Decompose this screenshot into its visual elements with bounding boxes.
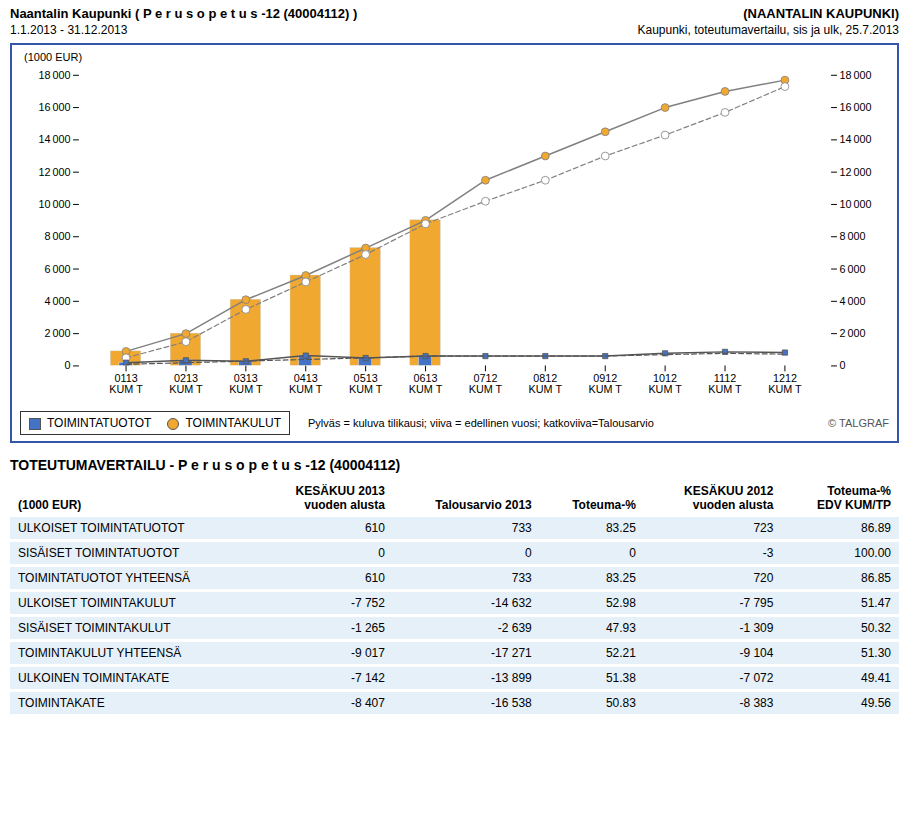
html-text:TOIMINTATUOTOT YHTEENSÄ: TOIMINTATUOTOT YHTEENSÄ — [18, 570, 190, 585]
html-text:TOIMINTAKULUT: TOIMINTAKULUT — [185, 415, 281, 430]
html-text:TOTEUTUMAVERTAILU - P e r u s: TOTEUTUMAVERTAILU - P e r u s o p e t u … — [10, 456, 401, 473]
html-text:50.32: 50.32 — [861, 620, 891, 635]
html-text:83.25: 83.25 — [605, 570, 636, 585]
svg-text:0: 0 — [839, 359, 845, 371]
html-text:-7 142: -7 142 — [350, 670, 385, 685]
svg-text:18 000: 18 000 — [38, 69, 70, 81]
svg-text:18 000: 18 000 — [839, 69, 871, 81]
html-text:49.56: 49.56 — [861, 695, 891, 710]
html-text:610: 610 — [364, 570, 385, 585]
html-text:Toteuma-%: Toteuma-% — [827, 483, 891, 498]
html-text:52.98: 52.98 — [605, 595, 636, 610]
html-text:733: 733 — [511, 520, 532, 535]
svg-text:14 000: 14 000 — [839, 133, 871, 145]
svg-text:4 000: 4 000 — [44, 295, 70, 307]
html-text:720: 720 — [753, 570, 774, 585]
html-text:ULKOISET TOIMINTATUOTOT: ULKOISET TOIMINTATUOTOT — [18, 520, 185, 535]
svg-text:1212KUM T: 1212KUM T — [768, 372, 802, 395]
html-text:(1000 EUR): (1000 EUR) — [24, 51, 83, 63]
html-text:Toteuma-%: Toteuma-% — [572, 497, 636, 512]
svg-text:10 000: 10 000 — [839, 198, 871, 210]
html-text:52.21: 52.21 — [605, 645, 636, 660]
svg-text:6 000: 6 000 — [44, 262, 70, 274]
svg-text:12 000: 12 000 — [38, 166, 70, 178]
svg-text:10 000: 10 000 — [38, 198, 70, 210]
html-text:TOIMINTAKULUT YHTEENSÄ: TOIMINTAKULUT YHTEENSÄ — [18, 645, 182, 660]
svg-text:12 000: 12 000 — [839, 166, 871, 178]
html-text:83.25: 83.25 — [605, 520, 636, 535]
html-text:100.00: 100.00 — [854, 545, 891, 560]
html-text:-7 072: -7 072 — [739, 670, 774, 685]
html-text:ULKOISET TOIMINTAKULUT: ULKOISET TOIMINTAKULUT — [18, 595, 176, 610]
html-text:723: 723 — [753, 520, 774, 535]
html-text:ULKOINEN TOIMINTAKATE: ULKOINEN TOIMINTAKATE — [18, 670, 170, 685]
html-text:86.89: 86.89 — [861, 520, 891, 535]
svg-text:0712KUM T: 0712KUM T — [469, 372, 503, 395]
html-text:(NAANTALIN KAUPUNKI): (NAANTALIN KAUPUNKI) — [743, 6, 899, 21]
html-text:Kaupunki, toteutumavertailu, s: Kaupunki, toteutumavertailu, sis ja ulk,… — [637, 23, 899, 37]
html-text:TOIMINTAKATE: TOIMINTAKATE — [18, 695, 105, 710]
svg-text:0812KUM T: 0812KUM T — [529, 372, 563, 395]
svg-text:2 000: 2 000 — [44, 327, 70, 339]
html-text:vuoden alusta: vuoden alusta — [304, 497, 385, 512]
html-text:-1 309: -1 309 — [739, 620, 774, 635]
html-text:47.93: 47.93 — [605, 620, 636, 635]
html-text:-16 538: -16 538 — [491, 695, 532, 710]
html-text:SISÄISET TOIMINTAKULUT: SISÄISET TOIMINTAKULUT — [18, 620, 171, 635]
svg-text:16 000: 16 000 — [839, 101, 871, 113]
html-text:SISÄISET TOIMINTATUOTOT: SISÄISET TOIMINTATUOTOT — [18, 545, 180, 560]
html-text:0: 0 — [378, 545, 385, 560]
html-text:0: 0 — [525, 545, 532, 560]
html-text:-8 407: -8 407 — [350, 695, 385, 710]
html-text:-7 752: -7 752 — [350, 595, 385, 610]
svg-text:0513KUM T: 0513KUM T — [349, 372, 383, 395]
html-text:49.41: 49.41 — [861, 670, 891, 685]
svg-text:16 000: 16 000 — [38, 101, 70, 113]
html-text:-7 795: -7 795 — [739, 595, 774, 610]
html-text:-9 104: -9 104 — [739, 645, 774, 660]
html-text:50.83: 50.83 — [605, 695, 636, 710]
svg-text:0413KUM T: 0413KUM T — [289, 372, 323, 395]
svg-text:0113KUM T: 0113KUM T — [109, 372, 143, 395]
html-text:51.38: 51.38 — [605, 670, 636, 685]
html-text:Naantalin Kaupunki ( P e r u s: Naantalin Kaupunki ( P e r u s o p e t u… — [10, 6, 358, 21]
html-text:vuoden alusta: vuoden alusta — [692, 497, 774, 512]
svg-text:0313KUM T: 0313KUM T — [229, 372, 263, 395]
html-text:51.47: 51.47 — [861, 595, 891, 610]
html-text:-14 632: -14 632 — [491, 595, 532, 610]
html-text:86.85: 86.85 — [861, 570, 891, 585]
svg-text:0: 0 — [65, 359, 71, 371]
svg-text:1012KUM T: 1012KUM T — [648, 372, 682, 395]
html-text:-8 383: -8 383 — [739, 695, 774, 710]
html-text:TOIMINTATUOTOT: TOIMINTATUOTOT — [47, 415, 152, 430]
html-text:733: 733 — [511, 570, 532, 585]
svg-text:1112KUM T: 1112KUM T — [708, 372, 742, 395]
html-text:-1 265: -1 265 — [350, 620, 385, 635]
html-text:-2 639: -2 639 — [497, 620, 532, 635]
html-text:-9 017: -9 017 — [350, 645, 385, 660]
svg-text:14 000: 14 000 — [38, 133, 70, 145]
html-text:(1000 EUR): (1000 EUR) — [18, 497, 82, 512]
svg-text:0613KUM T: 0613KUM T — [409, 372, 443, 395]
html-text:-3: -3 — [762, 545, 774, 560]
html-text:KESÄKUU 2012: KESÄKUU 2012 — [684, 483, 774, 498]
svg-text:2 000: 2 000 — [839, 327, 865, 339]
svg-text:4 000: 4 000 — [839, 295, 865, 307]
svg-text:6 000: 6 000 — [839, 262, 865, 274]
html-text:Pylväs = kuluva tilikausi; vii: Pylväs = kuluva tilikausi; viiva = edell… — [308, 416, 654, 429]
html-text:51.30: 51.30 — [861, 645, 891, 660]
html-text:-17 271: -17 271 — [491, 645, 532, 660]
html-text:EDV KUM/TP: EDV KUM/TP — [817, 497, 891, 512]
html-text:0: 0 — [629, 545, 636, 560]
svg-text:0912KUM T: 0912KUM T — [589, 372, 623, 395]
html-text:© TALGRAF: © TALGRAF — [828, 416, 889, 429]
html-text:610: 610 — [364, 520, 385, 535]
svg-text:8 000: 8 000 — [44, 230, 70, 242]
html-text:-13 899: -13 899 — [491, 670, 532, 685]
html-text:KESÄKUU 2013: KESÄKUU 2013 — [295, 483, 385, 498]
html-text:1.1.2013 - 31.12.2013: 1.1.2013 - 31.12.2013 — [10, 23, 128, 37]
html-text:Talousarvio 2013: Talousarvio 2013 — [435, 497, 532, 512]
svg-text:0213KUM T: 0213KUM T — [169, 372, 203, 395]
svg-text:8 000: 8 000 — [839, 230, 865, 242]
